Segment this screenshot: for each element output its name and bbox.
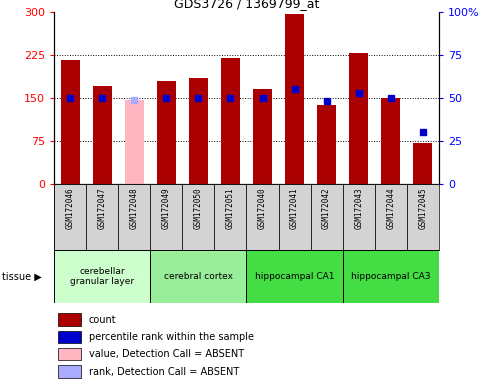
- Text: GSM172051: GSM172051: [226, 188, 235, 229]
- Bar: [118, 184, 150, 250]
- Bar: [221, 58, 240, 184]
- Text: percentile rank within the sample: percentile rank within the sample: [89, 332, 254, 342]
- Bar: [349, 53, 368, 184]
- Title: GDS3726 / 1369799_at: GDS3726 / 1369799_at: [174, 0, 319, 10]
- Bar: [86, 184, 118, 250]
- Bar: [343, 184, 375, 250]
- Text: GSM172041: GSM172041: [290, 188, 299, 229]
- Bar: [58, 365, 81, 378]
- Text: GSM172046: GSM172046: [66, 188, 75, 229]
- Bar: [343, 250, 439, 303]
- Text: tissue ▶: tissue ▶: [2, 271, 42, 281]
- Bar: [58, 331, 81, 343]
- Bar: [189, 78, 208, 184]
- Text: GSM172043: GSM172043: [354, 188, 363, 229]
- Text: cerebral cortex: cerebral cortex: [164, 272, 233, 281]
- Text: GSM172050: GSM172050: [194, 188, 203, 229]
- Bar: [214, 184, 246, 250]
- Text: GSM172048: GSM172048: [130, 188, 139, 229]
- Bar: [182, 184, 214, 250]
- Bar: [246, 184, 279, 250]
- Text: cerebellar
granular layer: cerebellar granular layer: [70, 267, 135, 286]
- Bar: [150, 250, 246, 303]
- Bar: [375, 184, 407, 250]
- Text: hippocampal CA1: hippocampal CA1: [255, 272, 334, 281]
- Text: GSM172049: GSM172049: [162, 188, 171, 229]
- Bar: [246, 250, 343, 303]
- Bar: [150, 184, 182, 250]
- Bar: [413, 143, 432, 184]
- Bar: [93, 86, 112, 184]
- Bar: [311, 184, 343, 250]
- Bar: [54, 250, 150, 303]
- Bar: [157, 81, 176, 184]
- Bar: [58, 313, 81, 326]
- Text: GSM172045: GSM172045: [418, 188, 427, 229]
- Bar: [317, 105, 336, 184]
- Text: value, Detection Call = ABSENT: value, Detection Call = ABSENT: [89, 349, 244, 359]
- Text: count: count: [89, 314, 116, 325]
- Bar: [61, 60, 80, 184]
- Bar: [279, 184, 311, 250]
- Text: GSM172044: GSM172044: [386, 188, 395, 229]
- Bar: [381, 98, 400, 184]
- Text: rank, Detection Call = ABSENT: rank, Detection Call = ABSENT: [89, 366, 239, 377]
- Bar: [285, 14, 304, 184]
- Text: hippocampal CA3: hippocampal CA3: [351, 272, 430, 281]
- Bar: [253, 89, 272, 184]
- Text: GSM172040: GSM172040: [258, 188, 267, 229]
- Bar: [58, 348, 81, 361]
- Bar: [125, 99, 144, 184]
- Text: GSM172042: GSM172042: [322, 188, 331, 229]
- Bar: [54, 184, 86, 250]
- Text: GSM172047: GSM172047: [98, 188, 107, 229]
- Bar: [407, 184, 439, 250]
